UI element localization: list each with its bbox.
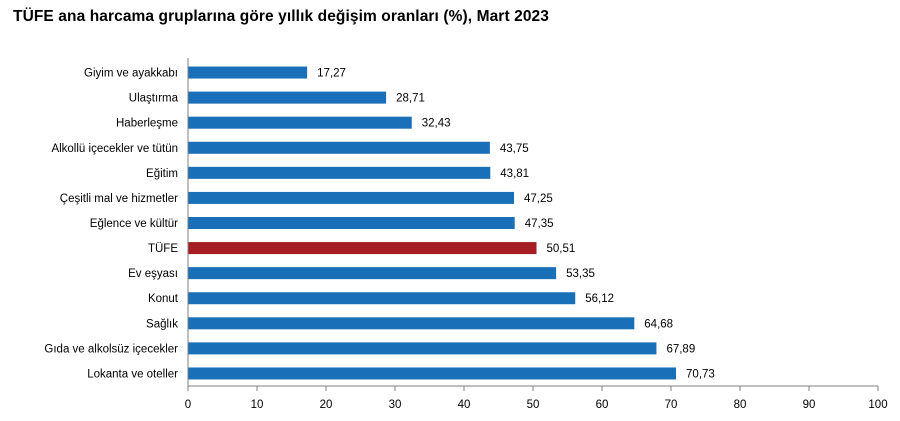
data-label: 17,27	[317, 68, 346, 80]
x-tick-label: 20	[320, 399, 333, 411]
bar	[188, 267, 557, 280]
data-label: 67,89	[666, 343, 695, 355]
data-label: 70,73	[686, 368, 715, 380]
category-label: Eğitim	[146, 168, 178, 180]
bar	[188, 116, 412, 129]
x-tick-label: 80	[734, 399, 747, 411]
bar	[188, 367, 677, 380]
category-label: Ulaştırma	[129, 93, 179, 105]
bar	[188, 217, 515, 229]
bar	[188, 91, 387, 104]
category-label: Ev eşyası	[128, 268, 178, 280]
x-tick-label: 70	[665, 399, 678, 411]
data-label: 28,71	[396, 93, 425, 105]
data-label: 32,43	[422, 118, 451, 130]
data-label: 43,75	[500, 143, 529, 155]
chart-title: TÜFE ana harcama gruplarına göre yıllık …	[13, 8, 549, 25]
data-label: 64,68	[644, 318, 673, 330]
x-tick-label: 40	[458, 399, 471, 411]
bar	[188, 292, 576, 305]
x-tick-label: 50	[527, 399, 540, 411]
x-tick-label: 90	[803, 399, 816, 411]
category-label: Çeşitli mal ve hizmetler	[60, 193, 178, 205]
category-label: Konut	[148, 293, 179, 305]
category-label: Eğlence ve kültür	[90, 218, 178, 230]
category-label: Gıda ve alkolsüz içecekler	[44, 343, 178, 355]
bar	[188, 342, 657, 355]
data-label: 43,81	[500, 168, 529, 180]
bar	[188, 66, 308, 79]
x-tick-label: 60	[596, 399, 609, 411]
data-label: 50,51	[547, 243, 576, 255]
bar	[188, 242, 537, 255]
category-label: Lokanta ve oteller	[87, 368, 178, 380]
bar	[188, 317, 635, 330]
data-label: 47,25	[524, 193, 553, 205]
category-label: Alkollü içecekler ve tütün	[51, 143, 178, 155]
data-label: 56,12	[585, 293, 614, 305]
category-label: Haberleşme	[116, 118, 178, 130]
x-tick-label: 30	[389, 399, 402, 411]
x-tick-label: 100	[868, 399, 887, 411]
x-tick-label: 0	[185, 399, 191, 411]
bar	[188, 141, 490, 154]
bar	[188, 191, 515, 204]
category-label: Giyim ve ayakkabı	[84, 68, 178, 80]
data-label: 47,35	[525, 218, 554, 230]
data-label: 53,35	[566, 268, 595, 280]
bar	[188, 166, 491, 179]
category-label: TÜFE	[148, 243, 178, 255]
x-tick-label: 10	[251, 399, 264, 411]
category-label: Sağlık	[146, 318, 178, 330]
